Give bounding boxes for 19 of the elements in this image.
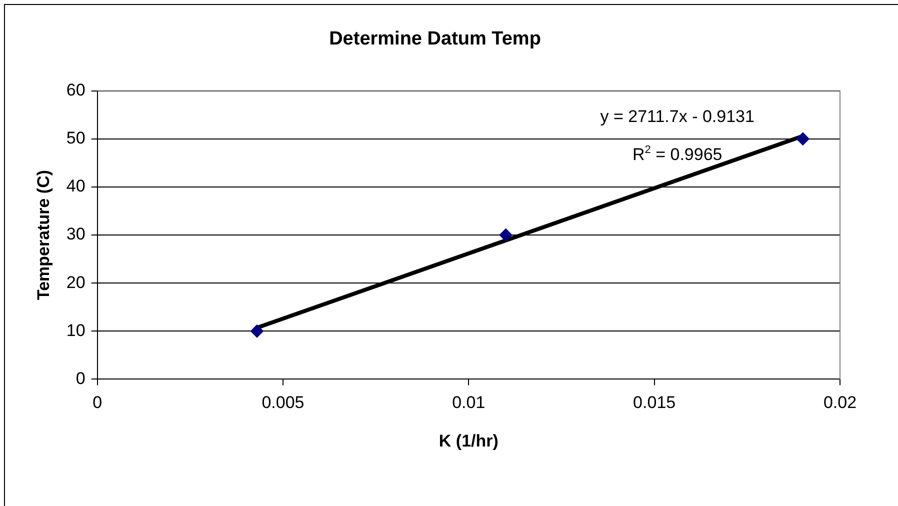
- y-tick-label: 40: [66, 176, 86, 196]
- y-tick-label: 30: [66, 224, 86, 244]
- y-tick-label: 0: [76, 368, 86, 388]
- point: [250, 324, 264, 338]
- x-axis-title: K (1/hr): [438, 431, 498, 450]
- y-tick-label: 50: [66, 128, 86, 148]
- point: [499, 228, 512, 242]
- y-tick-label: 60: [66, 80, 86, 100]
- y-axis-title: Temperature (C): [34, 170, 53, 300]
- x-tick-label: 0.015: [633, 393, 676, 412]
- x-tick-label: 0: [92, 393, 102, 412]
- x-tick-label: 0.02: [823, 393, 857, 412]
- annotation: y = 2711.7x - 0.9131: [600, 106, 754, 126]
- y-tick-label: 10: [66, 320, 86, 340]
- chart-title: Determine Datum Temp: [329, 28, 541, 50]
- y-tick-label: 20: [66, 272, 86, 292]
- point: [796, 132, 810, 146]
- x-tick-label: 0.01: [452, 393, 486, 412]
- x-tick-label: 0.005: [262, 393, 304, 412]
